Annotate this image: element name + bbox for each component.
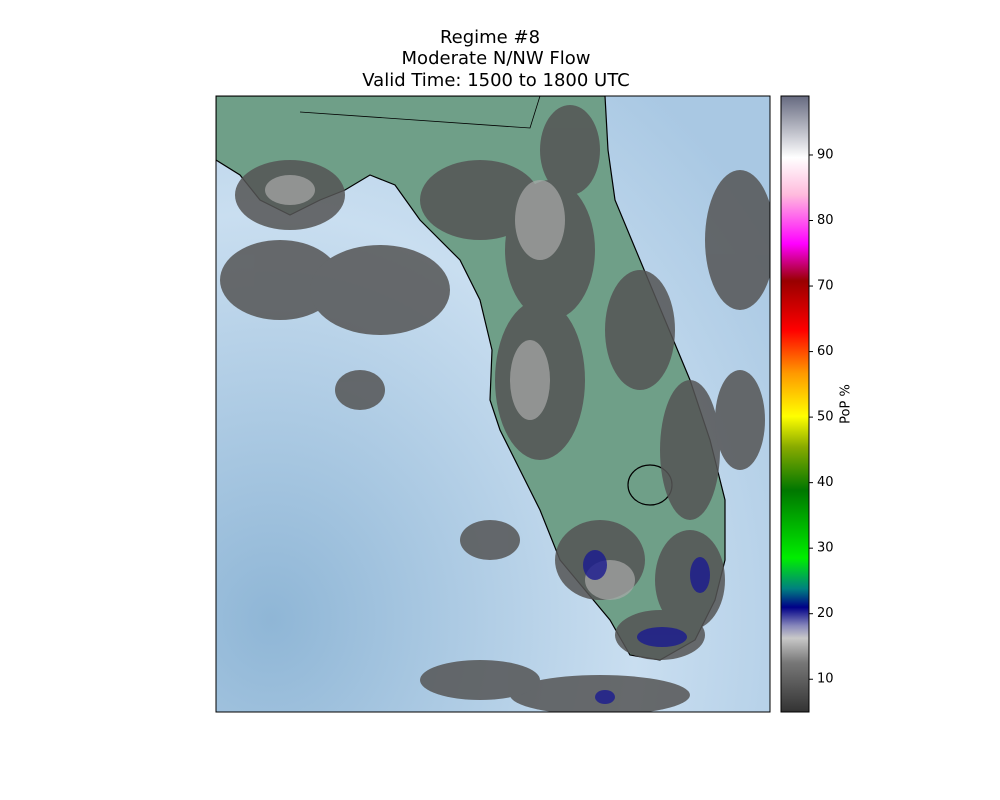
colorbar-tick-label: 10 [817,672,834,687]
title-line: Valid Time: 1500 to 1800 UTC [362,70,629,91]
colorbar-tick-label: 90 [817,147,834,162]
state-border [299,96,541,129]
map-frame [215,95,771,713]
colorbar-tick-label: 70 [817,279,834,294]
colorbar-tick-label: 60 [817,344,834,359]
map [216,96,770,712]
title-line: Moderate N/NW Flow [402,48,591,69]
pop-field-light [265,175,635,600]
title-line: Regime #8 [440,27,540,48]
colorbar-tick-label: 40 [817,475,834,490]
colorbar-gradient [780,95,810,713]
colorbar-tick-label: 30 [817,541,834,556]
colorbar-tick-label: 80 [817,213,834,228]
colorbar: PoP % 10 20 30 40 50 60 70 80 90 [780,95,854,713]
pop-field-blue [583,550,710,704]
colorbar-tick-label: 20 [817,606,834,621]
colorbar-tick-label: 50 [817,410,834,425]
colorbar-label: PoP % [839,384,854,424]
